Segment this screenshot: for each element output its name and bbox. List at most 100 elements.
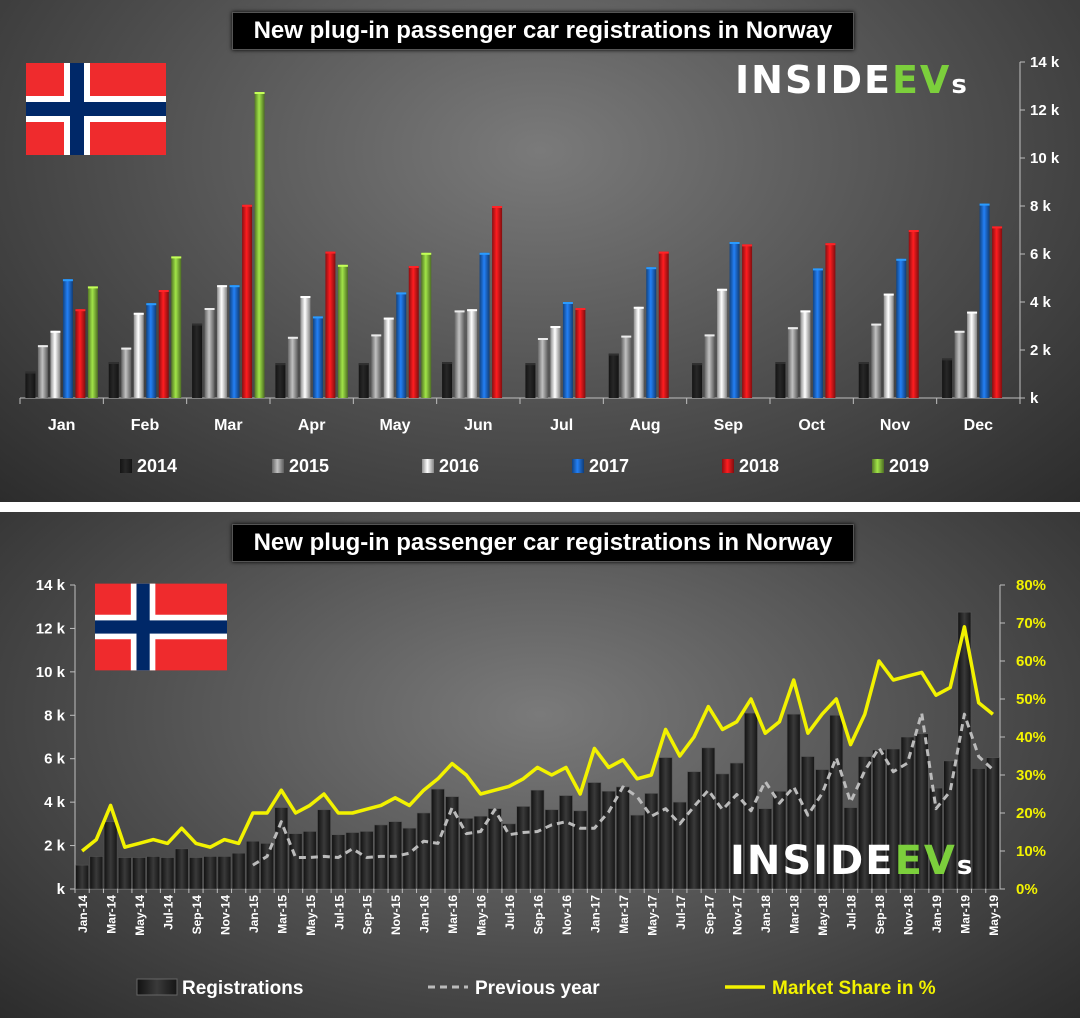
bar-2015-Oct (787, 327, 798, 398)
registrations-bar-Mar-17 (616, 786, 630, 890)
x-tick-label-Nov: Nov (880, 417, 910, 434)
bar-2018-Dec (992, 226, 1003, 398)
bar-2015-Feb (121, 347, 132, 398)
y-tick-label: 12 k (36, 620, 66, 637)
bar-cap (646, 267, 657, 270)
bar-cap (300, 296, 311, 298)
x-tick-label-Jul-15: Jul-15 (332, 895, 346, 930)
logo-main-text-2: INSIDE (730, 838, 895, 884)
bar-2018-Oct (825, 243, 836, 398)
registrations-bar-Mar-14 (103, 821, 118, 890)
bar-cap (800, 310, 811, 313)
x-tick-label-Nov-16: Nov-16 (560, 895, 574, 935)
bar-2017-Sep (729, 242, 740, 398)
norway-flag (26, 63, 166, 155)
registrations-bar-Dec-16 (573, 810, 588, 890)
y2-tick-label: 70% (1016, 615, 1046, 632)
x-tick-label-Jul: Jul (550, 417, 573, 434)
bar-2015-Jul (537, 338, 548, 398)
registrations-bar-Nov-16 (559, 795, 573, 890)
bar-2017-Dec (979, 203, 990, 398)
x-tick-label-Sep-17: Sep-17 (702, 895, 716, 935)
bar-2015-Apr (287, 336, 298, 398)
registrations-bar-Dec-18 (914, 733, 929, 890)
bar-cap (254, 92, 265, 94)
y2-tick-label: 0% (1016, 881, 1038, 898)
x-tick-label-Nov-15: Nov-15 (389, 895, 403, 935)
x-tick-label-Sep-18: Sep-18 (873, 895, 887, 935)
bar-2014-Jul (525, 363, 536, 398)
registrations-bar-May-15 (302, 831, 317, 890)
bar-cap (621, 335, 632, 338)
registrations-bar-Apr-18 (801, 756, 815, 890)
x-tick-label-Jan-15: Jan-15 (247, 895, 261, 933)
registrations-bar-Apr-14 (117, 857, 132, 890)
legend-swatch-2017 (572, 459, 584, 473)
bar-cap (312, 316, 323, 319)
logo-s-text: s (951, 70, 969, 100)
x-tick-label-Mar-17: Mar-17 (617, 895, 631, 934)
bar-2017-Jan (62, 279, 73, 398)
registrations-bar-May-19 (986, 757, 1000, 890)
legend-label-market-share: Market Share in % (772, 978, 936, 999)
legend-label-2014: 2014 (137, 456, 177, 476)
bar-cap (171, 256, 182, 259)
registrations-bar-Apr-15 (288, 833, 303, 890)
timeline-chart-panel: New plug-in passenger car registrations … (0, 512, 1080, 1018)
bar-2014-Apr (275, 363, 286, 398)
bar-2015-Aug (621, 335, 632, 398)
bar-2015-Dec (954, 330, 965, 398)
bar-2016-Jun (467, 309, 478, 398)
registrations-bar-Oct-16 (544, 809, 559, 890)
y-tick-label: 14 k (36, 577, 66, 594)
market-share-line (81, 625, 994, 853)
y-tick-label: 6 k (44, 751, 66, 768)
bar-cap (242, 204, 253, 207)
registrations-bar-Mar-15 (274, 807, 289, 890)
y2-tick-label: 60% (1016, 653, 1046, 670)
y-tick-label: 10 k (36, 664, 66, 681)
y-tick-label: 4 k (1030, 294, 1052, 311)
insideevs-logo: INSIDEEVs (735, 58, 969, 102)
bar-cap (562, 302, 573, 304)
registrations-bar-Oct-14 (203, 856, 218, 890)
registrations-bar-Feb-17 (601, 790, 616, 890)
y-tick-label: 2 k (44, 838, 66, 855)
registrations-bar-Feb-16 (431, 788, 445, 890)
bar-2017-Nov (896, 258, 907, 398)
bar-cap (742, 244, 753, 247)
insideevs-logo-2: INSIDEEVs (730, 838, 974, 884)
registrations-bar-Aug-15 (345, 832, 360, 890)
legend-label-2017: 2017 (589, 456, 629, 476)
bar-2016-Oct (800, 310, 811, 398)
legend-swatch-2018 (722, 459, 734, 473)
x-tick-label-Mar: Mar (214, 417, 242, 434)
bar-2018-Nov (908, 230, 919, 398)
bar-2017-May (396, 292, 407, 398)
x-tick-label-May-16: May-16 (475, 895, 489, 936)
bar-cap (871, 323, 882, 326)
y2-tick-label: 50% (1016, 691, 1046, 708)
registrations-bar-Feb-14 (89, 856, 104, 890)
registrations-bar-Jun-18 (829, 714, 844, 890)
previous-year-line (252, 711, 994, 867)
registrations-bar-Oct-18 (886, 748, 901, 890)
x-tick-label-Oct: Oct (798, 417, 825, 434)
x-tick-label-Sep: Sep (714, 417, 744, 434)
bar-cap (25, 371, 36, 374)
registrations-bar-May-16 (473, 815, 488, 890)
x-tick-label-May: May (379, 417, 410, 434)
x-tick-label-Jan: Jan (48, 417, 76, 434)
x-tick-label-Jan-19: Jan-19 (930, 895, 944, 933)
legend-swatch-2016 (422, 459, 434, 473)
bar-2015-May (371, 334, 382, 398)
registrations-bar-May-17 (644, 793, 659, 890)
bar-cap (467, 309, 478, 312)
registrations-bar-Apr-19 (971, 768, 986, 890)
registrations-bar-Jan-16 (416, 812, 431, 890)
registrations-bar-Jul-15 (331, 834, 346, 890)
registrations-bar-Dec-14 (231, 852, 246, 890)
x-tick-label-Nov-17: Nov-17 (731, 895, 745, 935)
registrations-bar-Jun-15 (317, 809, 331, 890)
x-tick-label-Aug: Aug (629, 417, 660, 434)
